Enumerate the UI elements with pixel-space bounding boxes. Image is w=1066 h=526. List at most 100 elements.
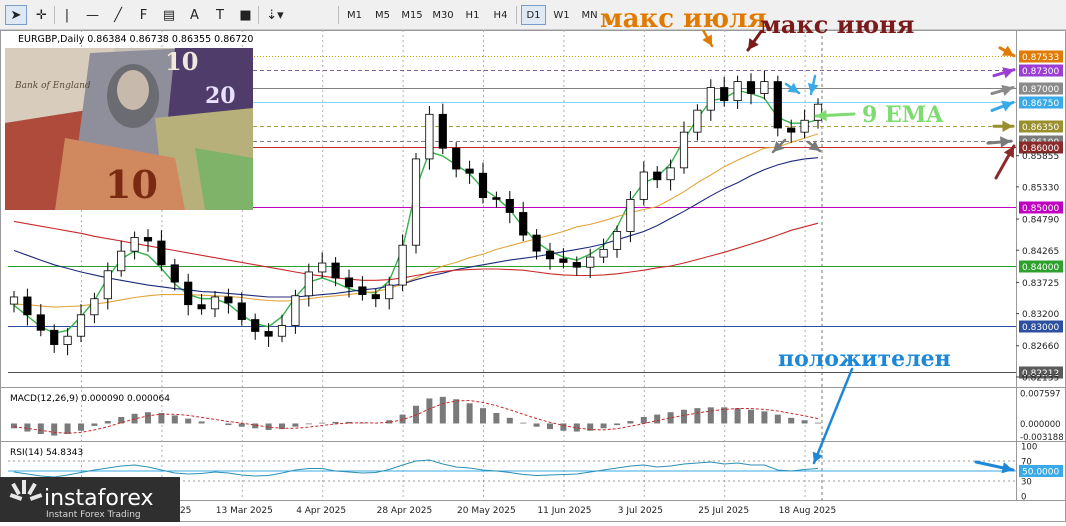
timeframe-button-h1[interactable]: H1 — [465, 9, 480, 21]
timeframe-button-m1[interactable]: M1 — [347, 9, 362, 21]
candle — [36, 304, 45, 337]
crosshair-tool-icon[interactable]: ✛ — [36, 7, 47, 23]
arrows-tool-icon[interactable]: ⇣▾ — [266, 7, 284, 23]
logo-name: instaforex — [44, 486, 154, 511]
arrow-ema9 — [814, 109, 856, 122]
arrow-level-87000 — [990, 84, 1015, 96]
level-price-tag — [1019, 141, 1063, 154]
candle — [438, 103, 447, 155]
candle — [626, 191, 635, 243]
candle — [344, 269, 354, 298]
price-tick-label: 0.85330 — [1022, 183, 1059, 193]
timeframe-button-mn[interactable]: MN — [581, 9, 598, 21]
horizontal-line-tool-icon[interactable]: — — [86, 7, 99, 23]
candle — [813, 98, 823, 129]
annotation-ema9: 9 EMA — [862, 102, 944, 128]
level-price-tag — [1019, 82, 1063, 95]
vertical-line-tool-icon[interactable]: | — [64, 7, 70, 23]
candle — [277, 314, 287, 343]
candle — [237, 292, 246, 326]
level-price-tag — [1019, 366, 1063, 379]
price-tick-label: 0.82135 — [1022, 373, 1059, 383]
candle — [251, 313, 260, 340]
candle — [264, 323, 273, 347]
toolbar: ➤ ✛ | — ╱ F ▤ A T ■ ⇣▾ M1 M5 M15 M30 H1 H4 D1 W1 MN — [0, 0, 1066, 30]
candle — [224, 288, 233, 314]
candle — [358, 276, 367, 301]
candle — [612, 225, 622, 258]
arrow-level-87300 — [992, 67, 1016, 79]
rectangle-tool-icon[interactable]: ■ — [239, 7, 252, 23]
price-tick-label: 0.85855 — [1022, 152, 1059, 162]
candle — [532, 229, 541, 260]
candle — [599, 238, 608, 264]
candle — [505, 191, 514, 224]
candle — [465, 160, 474, 184]
level-price-tag — [1019, 64, 1063, 77]
rsi-level-label: 50.0000 — [1022, 468, 1059, 478]
level-price-label: 0.87000 — [1022, 85, 1059, 95]
level-price-label: 0.87300 — [1022, 67, 1059, 77]
level-price-tag — [1019, 120, 1063, 133]
candle — [411, 152, 421, 254]
cursor-tool-icon[interactable]: ➤ — [5, 5, 27, 25]
time-tick-label: 11 Jun 2025 — [537, 506, 591, 516]
level-price-label: 0.86750 — [1022, 99, 1059, 109]
timeframe-button-h4[interactable]: H4 — [493, 9, 508, 21]
rsi-line — [13, 459, 819, 478]
candle — [452, 142, 461, 178]
level-price-tag — [1019, 320, 1063, 333]
arrow-level-87533 — [998, 45, 1016, 58]
candle — [197, 293, 206, 315]
candle — [653, 166, 662, 189]
chart-title: EURGBP,Daily 0.86384 0.86738 0.86355 0.8… — [18, 34, 253, 45]
price-tick-label: 0.83725 — [1022, 279, 1059, 289]
candle — [130, 231, 139, 260]
candle — [519, 201, 528, 242]
level-price-tag — [1019, 50, 1063, 63]
candle — [157, 230, 166, 271]
price-tick-label: 0.84265 — [1022, 247, 1059, 257]
fibonacci-tool-icon[interactable]: F — [139, 7, 148, 23]
price-tick-label: 0.84790 — [1022, 216, 1059, 226]
text-tool-icon[interactable]: A — [190, 7, 199, 23]
time-tick-label: 28 Apr 2025 — [377, 506, 433, 516]
arrow-level-86750 — [990, 100, 1015, 112]
candle — [773, 75, 782, 137]
arrow-max-june — [746, 30, 765, 52]
rsi-tick-label: 30 — [1021, 478, 1032, 488]
candle — [291, 289, 300, 334]
time-tick-label: 20 May 2025 — [457, 506, 516, 516]
timeframe-button-w1[interactable]: W1 — [553, 9, 570, 21]
timeframe-button-m15[interactable]: M15 — [401, 9, 423, 21]
candle — [760, 70, 769, 100]
candle — [304, 263, 313, 307]
arrow-blue-left — [784, 82, 801, 95]
level-price-tag — [1019, 201, 1063, 214]
level-price-label: 0.85000 — [1022, 204, 1059, 214]
candle — [572, 256, 581, 276]
rsi-tick-label: 100 — [1021, 443, 1037, 453]
rsi-level-tag — [1019, 465, 1063, 477]
candle — [800, 109, 809, 139]
level-price-label: 0.84000 — [1022, 263, 1059, 273]
candle — [9, 291, 19, 313]
candle — [679, 121, 689, 174]
timeframe-button-m5[interactable]: M5 — [375, 9, 390, 21]
channel-tool-icon[interactable]: ▤ — [162, 7, 176, 23]
arrow-level-86100 — [986, 136, 1013, 148]
trendline-tool-icon[interactable]: ╱ — [114, 7, 122, 23]
time-tick-label: 25 Jul 2025 — [698, 506, 749, 516]
timeframe-button-d1[interactable]: D1 — [521, 5, 546, 25]
label-tool-icon[interactable]: T — [216, 7, 224, 23]
candle — [331, 257, 340, 287]
arrow-max-july — [701, 30, 714, 48]
timeframe-button-m30[interactable]: M30 — [432, 9, 454, 21]
rsi-title: RSI(14) 54.8343 — [10, 448, 83, 458]
candle — [586, 248, 595, 278]
candle — [787, 119, 796, 143]
time-tick-label: 3 Jul 2025 — [618, 506, 663, 516]
instaforex-logo: instaforex Instant Forex Trading — [0, 477, 180, 522]
candle — [559, 248, 568, 269]
annotation-positive: положителен — [778, 346, 951, 372]
